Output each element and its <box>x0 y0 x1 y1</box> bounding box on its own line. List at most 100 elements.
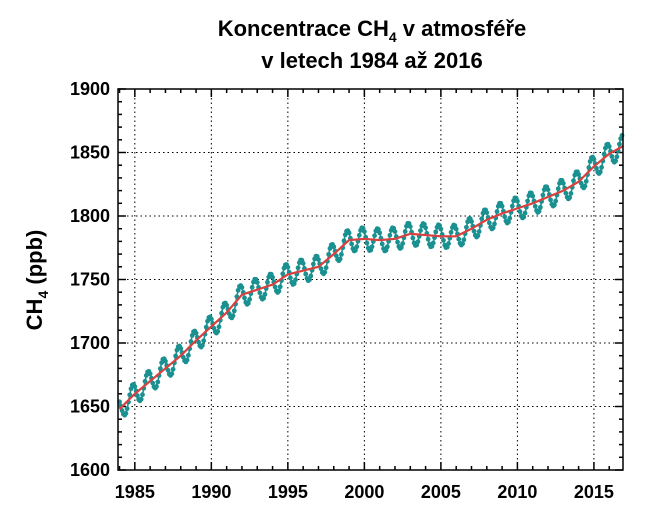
monthly-measurement-point <box>617 141 622 147</box>
monthly-measurement-point <box>308 273 314 279</box>
monthly-measurement-point <box>341 238 347 244</box>
monthly-measurement-point <box>395 239 400 245</box>
monthly-measurement-point <box>307 277 312 283</box>
monthly-measurement-point <box>303 271 309 277</box>
monthly-measurement-point <box>288 275 293 281</box>
y-tick-label-1800: 1800 <box>70 206 110 226</box>
monthly-measurement-point <box>555 186 561 192</box>
monthly-measurement-point <box>502 214 508 220</box>
monthly-measurement-point <box>257 290 263 296</box>
monthly-measurement-point <box>551 202 557 208</box>
y-tick-label-1750: 1750 <box>70 270 110 290</box>
monthly-measurement-point <box>553 198 559 204</box>
monthly-measurement-point <box>430 240 436 246</box>
monthly-measurement-point <box>568 191 574 196</box>
y-tick-label-1850: 1850 <box>70 143 110 163</box>
monthly-measurement-point <box>201 338 207 344</box>
monthly-measurement-point <box>407 224 413 229</box>
x-tick-labels: 1985 1990 1995 2000 2005 2010 2015 <box>115 482 614 502</box>
monthly-measurement-point <box>208 316 214 322</box>
monthly-measurement-point <box>469 219 474 224</box>
monthly-measurement-point <box>606 144 612 149</box>
monthly-measurement-point <box>521 214 527 220</box>
monthly-measurement-point <box>456 236 462 242</box>
monthly-measurement-point <box>548 197 553 203</box>
monthly-measurement-point <box>184 357 190 363</box>
monthly-measurement-point <box>372 233 377 239</box>
monthly-measurement-point <box>310 261 316 267</box>
monthly-measurement-point <box>200 342 205 348</box>
y-tick-labels: 1600 1650 1700 1750 1800 1850 1900 <box>70 79 110 480</box>
x-tick-label-1995: 1995 <box>268 482 308 502</box>
monthly-measurement-point <box>545 187 551 193</box>
monthly-measurement-point <box>331 244 337 250</box>
monthly-measurement-point <box>563 190 569 196</box>
monthly-measurement-point <box>591 156 597 162</box>
monthly-measurement-point <box>536 208 542 214</box>
trend-series <box>118 145 624 410</box>
monthly-measurement-point <box>291 281 297 286</box>
monthly-measurement-point <box>377 230 383 236</box>
monthly-measurement-point <box>464 224 469 230</box>
x-tick-label-1985: 1985 <box>115 482 155 502</box>
monthly-measurement-point <box>530 193 536 199</box>
monthly-measurement-point <box>157 366 163 372</box>
monthly-measurement-point <box>571 178 576 184</box>
monthly-measurement-point <box>448 229 454 235</box>
trend-line <box>118 145 624 410</box>
monthly-measurement-point <box>438 226 444 232</box>
monthly-measurement-point <box>614 154 620 160</box>
monthly-measurement-point <box>326 251 332 257</box>
monthly-measurement-point <box>384 244 390 250</box>
monthly-measurement-point <box>262 291 268 297</box>
monthly-measurement-point <box>220 304 226 310</box>
monthly-measurement-point <box>318 266 324 272</box>
monthly-measurement-point <box>132 384 138 389</box>
monthly-measurement-point <box>205 318 210 324</box>
monthly-measurement-point <box>193 330 199 336</box>
monthly-measurements-series <box>117 133 625 418</box>
monthly-measurement-point <box>163 358 168 364</box>
monthly-measurement-point <box>322 269 328 275</box>
monthly-measurement-point <box>364 240 370 246</box>
monthly-measurement-point <box>323 265 329 271</box>
monthly-measurement-point <box>594 165 599 171</box>
monthly-measurement-point <box>507 215 513 221</box>
monthly-measurement-point <box>460 241 465 247</box>
monthly-measurement-point <box>140 392 145 398</box>
monthly-measurement-point <box>490 225 496 231</box>
monthly-measurement-point <box>134 393 140 399</box>
monthly-measurement-point <box>582 183 588 189</box>
monthly-measurement-point <box>479 216 485 222</box>
monthly-measurement-point <box>231 308 237 314</box>
monthly-measurement-point <box>188 339 194 344</box>
monthly-measurement-point <box>178 346 184 351</box>
monthly-measurement-point <box>216 324 222 330</box>
monthly-measurement-point <box>525 198 531 204</box>
monthly-measurement-point <box>587 159 593 164</box>
monthly-measurement-point <box>150 380 156 386</box>
y-tick-label-1700: 1700 <box>70 333 110 353</box>
monthly-measurement-point <box>379 241 385 247</box>
x-tick-label-2000: 2000 <box>344 482 384 502</box>
monthly-measurement-point <box>196 339 202 345</box>
monthly-measurement-point <box>249 284 255 290</box>
monthly-measurement-point <box>425 236 431 242</box>
monthly-measurement-point <box>239 285 245 290</box>
monthly-measurement-point <box>189 333 195 338</box>
monthly-measurement-point <box>532 203 538 209</box>
grid-lines <box>118 88 623 471</box>
monthly-measurement-point <box>461 237 467 243</box>
monthly-measurement-point <box>522 210 528 216</box>
monthly-measurement-point <box>354 244 360 250</box>
monthly-measurement-point <box>185 352 191 358</box>
monthly-measurement-point <box>601 151 607 157</box>
monthly-measurement-point <box>123 410 129 416</box>
monthly-measurement-point <box>339 251 344 257</box>
monthly-measurement-point <box>165 367 171 373</box>
monthly-measurement-point <box>219 310 224 316</box>
monthly-measurement-point <box>484 210 490 215</box>
monthly-measurement-point <box>537 204 543 210</box>
monthly-measurement-point <box>295 265 301 271</box>
